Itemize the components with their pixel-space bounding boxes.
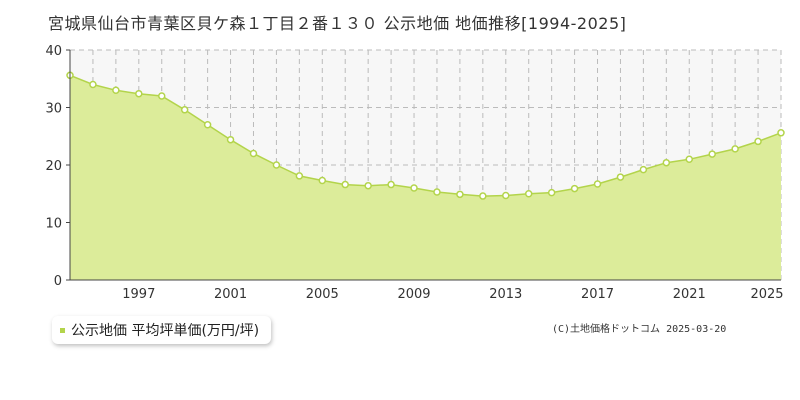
data-point	[272, 161, 281, 169]
data-point	[433, 188, 441, 196]
data-point	[502, 191, 510, 200]
legend-label: 公示地価 平均坪単価(万円/坪)	[71, 323, 260, 339]
y-axis-ticks: 0 10 20 30 40	[45, 44, 70, 289]
data-point	[639, 165, 648, 174]
data-point	[456, 190, 464, 199]
y-tick-label: 10	[45, 217, 62, 232]
data-point	[203, 121, 212, 129]
data-point	[685, 155, 694, 163]
x-tick-label: 2017	[581, 287, 614, 302]
data-point	[708, 150, 716, 158]
data-point	[89, 80, 97, 89]
data-point	[547, 188, 556, 197]
data-point	[180, 106, 189, 114]
data-point	[387, 180, 395, 189]
data-point	[754, 137, 762, 146]
x-tick-label: 2013	[489, 287, 522, 302]
y-tick-label: 40	[45, 44, 62, 59]
data-point	[249, 149, 258, 158]
data-point	[364, 181, 372, 190]
data-point	[226, 135, 235, 144]
x-tick-label: 2001	[214, 287, 247, 302]
x-tick-label: 1997	[122, 287, 155, 302]
data-point	[295, 172, 304, 180]
data-point	[593, 180, 602, 188]
chart-title: 宮城県仙台市青葉区貝ケ森１丁目２番１３０ 公示地価 地価推移[1994-2025…	[48, 14, 627, 33]
legend: 公示地価 平均坪単価(万円/坪)	[52, 316, 272, 344]
x-axis-ticks: 1997 2001 2005 2009 2013 2017 2021 2025	[122, 287, 783, 302]
data-point	[731, 145, 739, 153]
data-point	[570, 184, 579, 193]
data-point	[318, 176, 327, 185]
legend-marker	[60, 327, 65, 333]
x-tick-label: 2025	[750, 287, 783, 302]
data-point	[410, 184, 418, 192]
data-point	[341, 180, 349, 189]
data-point	[524, 190, 533, 198]
x-tick-label: 2021	[673, 287, 706, 302]
data-point	[777, 129, 785, 137]
y-tick-label: 0	[54, 274, 62, 289]
area-fill	[70, 75, 781, 280]
x-tick-label: 2009	[397, 287, 430, 302]
data-point	[616, 173, 625, 181]
data-point	[662, 158, 671, 167]
data-points	[66, 71, 785, 200]
y-tick-label: 30	[45, 102, 62, 117]
data-point	[479, 192, 487, 200]
copyright-credit: (C)土地価格ドットコム 2025-03-20	[552, 324, 727, 335]
x-tick-label: 2005	[306, 287, 339, 302]
data-point	[112, 86, 120, 94]
y-tick-label: 20	[45, 159, 62, 174]
data-point	[135, 89, 143, 98]
data-point	[157, 92, 166, 100]
series-line	[69, 74, 782, 197]
